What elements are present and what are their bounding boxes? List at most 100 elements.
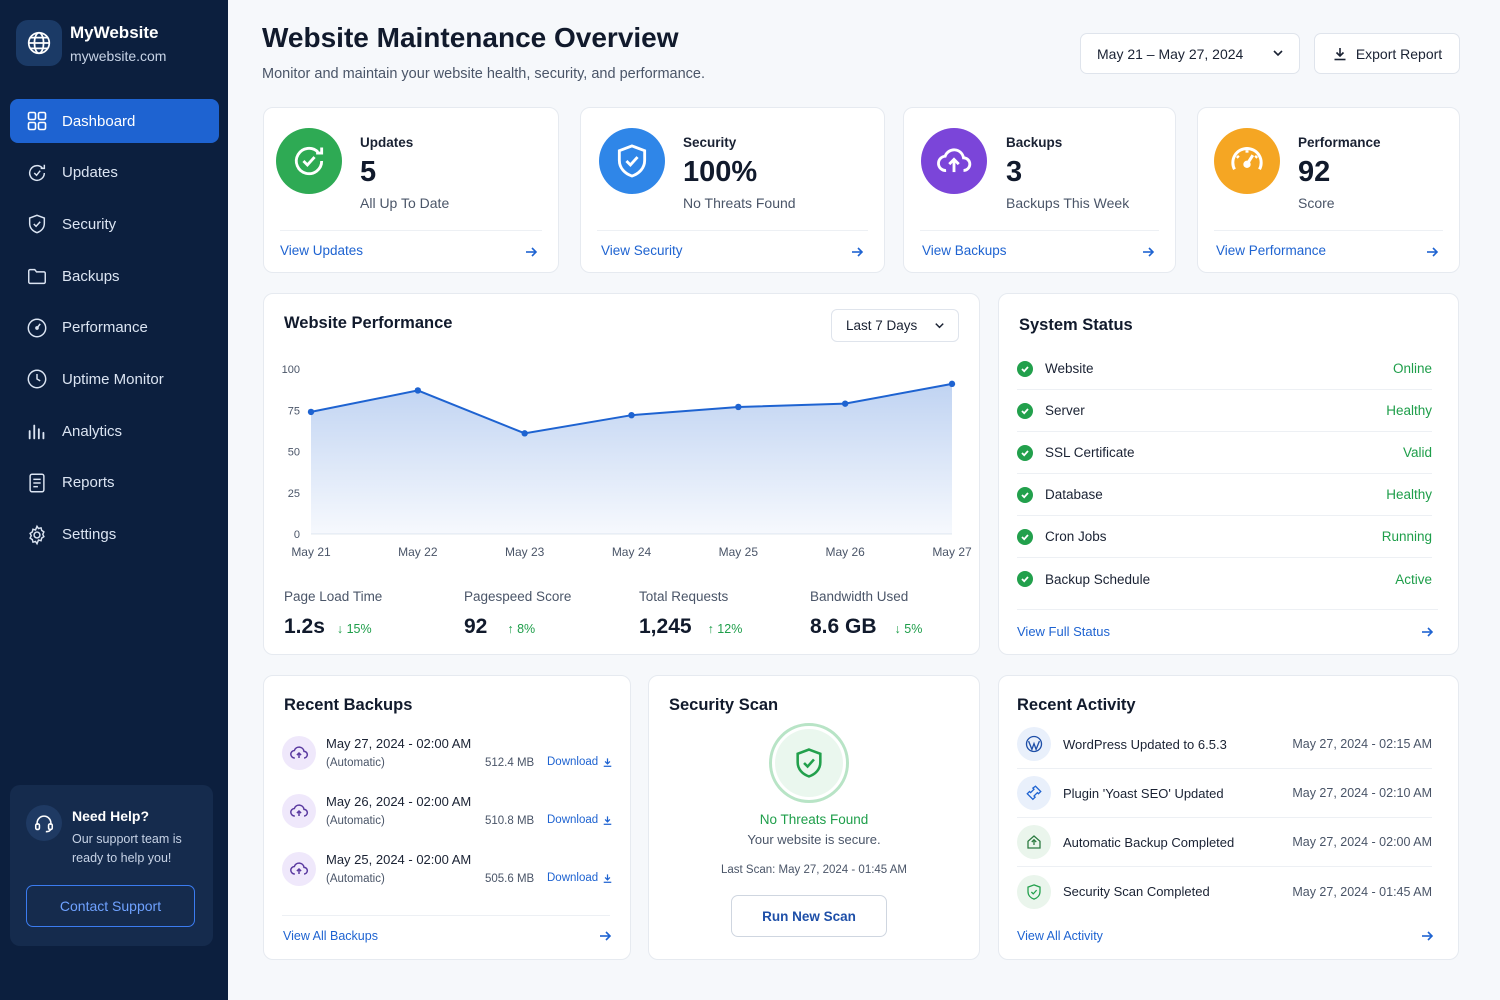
check-circle-icon [1017, 528, 1033, 545]
view-security-link[interactable]: View Security [601, 243, 683, 258]
sidebar-item-security[interactable]: Security [10, 202, 219, 246]
arrow-up-icon: ↑ [707, 622, 718, 636]
brand[interactable]: MyWebsite mywebsite.com [16, 20, 166, 66]
arrow-right-icon[interactable] [598, 929, 612, 948]
status-row-server: Server Healthy [1017, 390, 1432, 432]
help-title: Need Help? [72, 808, 150, 824]
wordpress-icon [1017, 727, 1051, 761]
metric-delta-value: 15% [346, 622, 372, 636]
activity-time: May 27, 2024 - 01:45 AM [1292, 884, 1432, 899]
arrow-right-icon[interactable] [1425, 245, 1439, 264]
sidebar-item-backups[interactable]: Backups [10, 254, 219, 298]
download-link[interactable]: Download [547, 814, 613, 826]
help-panel: Need Help? Our support team is ready to … [10, 785, 213, 946]
sidebar-item-performance[interactable]: Performance [10, 306, 219, 350]
data-point [521, 430, 528, 437]
metric-value: 1.2s [284, 615, 325, 638]
data-point [628, 412, 635, 419]
help-text: Our support team is ready to help you! [72, 832, 182, 865]
sidebar-item-settings[interactable]: Settings [10, 513, 219, 557]
headset-icon [26, 805, 62, 841]
download-link[interactable]: Download [547, 756, 613, 768]
stat-value: 100% [683, 156, 758, 188]
metric-pagespeed: Pagespeed Score 92 ↑ 8% [464, 589, 571, 639]
range-select[interactable]: Last 7 Days [831, 309, 959, 342]
status-row-website: Website Online [1017, 348, 1432, 390]
arrow-right-icon[interactable] [1420, 929, 1434, 948]
download-link[interactable]: Download [547, 872, 613, 884]
x-tick-label: May 23 [505, 545, 545, 559]
activity-time: May 27, 2024 - 02:00 AM [1292, 835, 1432, 849]
status-row-database: Database Healthy [1017, 474, 1432, 516]
brand-url: mywebsite.com [70, 47, 167, 64]
metric-delta-value: 8% [517, 622, 536, 636]
x-tick-label: May 25 [719, 545, 759, 559]
sidebar-item-updates[interactable]: Updates [10, 151, 219, 195]
shield-check-icon [775, 729, 843, 797]
contact-support-button[interactable]: Contact Support [26, 885, 195, 927]
security-scan-card: Security Scan No Threats Found Your webs… [648, 675, 980, 960]
download-icon [603, 873, 612, 883]
chevron-down-icon [1271, 46, 1285, 63]
download-label: Download [547, 756, 599, 768]
x-tick-label: May 21 [291, 545, 331, 559]
arrow-right-icon[interactable] [850, 245, 864, 264]
download-icon [1334, 47, 1346, 60]
activity-text: Plugin 'Yoast SEO' Updated [1063, 785, 1224, 801]
sidebar-item-uptime-monitor[interactable]: Uptime Monitor [10, 357, 219, 401]
metric-delta-value: 5% [904, 622, 923, 636]
backup-date: May 26, 2024 - 02:00 AM [326, 794, 472, 809]
metric-delta: ↓ 5% [895, 622, 923, 636]
metric-page-load: Page Load Time 1.2s ↓ 15% [284, 589, 382, 639]
export-report-button[interactable]: Export Report [1314, 33, 1460, 74]
y-tick-label: 0 [294, 529, 300, 541]
data-point [841, 400, 849, 407]
view-all-activity-link[interactable]: View All Activity [1017, 929, 1103, 943]
metric-label: Pagespeed Score [464, 589, 572, 604]
view-all-backups-link[interactable]: View All Backups [283, 929, 378, 943]
backup-item: May 27, 2024 - 02:00 AM (Automatic) 512.… [282, 734, 616, 784]
section-title: Recent Activity [1017, 696, 1136, 714]
range-value: Last 7 Days [846, 318, 918, 333]
brand-name: MyWebsite [70, 22, 159, 42]
export-label: Export Report [1355, 45, 1443, 62]
backup-type: (Automatic) [326, 873, 385, 885]
activity-time: May 27, 2024 - 02:10 AM [1292, 786, 1432, 800]
gauge-icon [26, 317, 48, 339]
sidebar-item-label: Analytics [62, 422, 123, 440]
status-value: Valid [1402, 445, 1432, 460]
metric-label: Bandwidth Used [810, 589, 909, 604]
scan-message: Your website is secure. [747, 832, 881, 847]
arrow-down-icon: ↓ [894, 622, 905, 636]
view-performance-link[interactable]: View Performance [1216, 243, 1327, 258]
sidebar-item-label: Security [62, 215, 117, 233]
sidebar-item-reports[interactable]: Reports [10, 461, 219, 505]
globe-icon [16, 20, 62, 66]
metric-label: Page Load Time [284, 589, 383, 604]
divider [597, 230, 868, 231]
sidebar-item-dashboard[interactable]: Dashboard [10, 99, 219, 143]
x-tick-label: May 24 [612, 545, 652, 559]
date-range-select[interactable]: May 21 – May 27, 2024 [1080, 33, 1300, 74]
stat-label: Backups [1006, 135, 1063, 150]
arrow-right-icon[interactable] [524, 245, 538, 264]
arrow-up-icon: ↑ [507, 622, 518, 636]
updates-check-icon [276, 128, 342, 194]
arrow-right-icon[interactable] [1420, 625, 1434, 644]
status-value: Online [1392, 361, 1432, 376]
view-full-status-link[interactable]: View Full Status [1017, 624, 1110, 639]
sidebar-item-label: Settings [62, 526, 117, 543]
divider [280, 230, 542, 231]
activity-item: Plugin 'Yoast SEO' Updated May 27, 2024 … [1017, 769, 1432, 818]
sidebar-item-analytics[interactable]: Analytics [10, 409, 219, 453]
status-row-backup-schedule: Backup Schedule Active [1017, 558, 1432, 600]
run-new-scan-button[interactable]: Run New Scan [731, 895, 887, 937]
view-backups-link[interactable]: View Backups [922, 243, 1007, 258]
document-icon [26, 472, 48, 494]
stat-label: Updates [360, 135, 414, 150]
stat-value: 3 [1006, 156, 1023, 188]
view-updates-link[interactable]: View Updates [280, 243, 364, 258]
arrow-right-icon[interactable] [1141, 245, 1155, 264]
metric-value: 92 [464, 615, 488, 638]
gear-icon [26, 524, 48, 546]
